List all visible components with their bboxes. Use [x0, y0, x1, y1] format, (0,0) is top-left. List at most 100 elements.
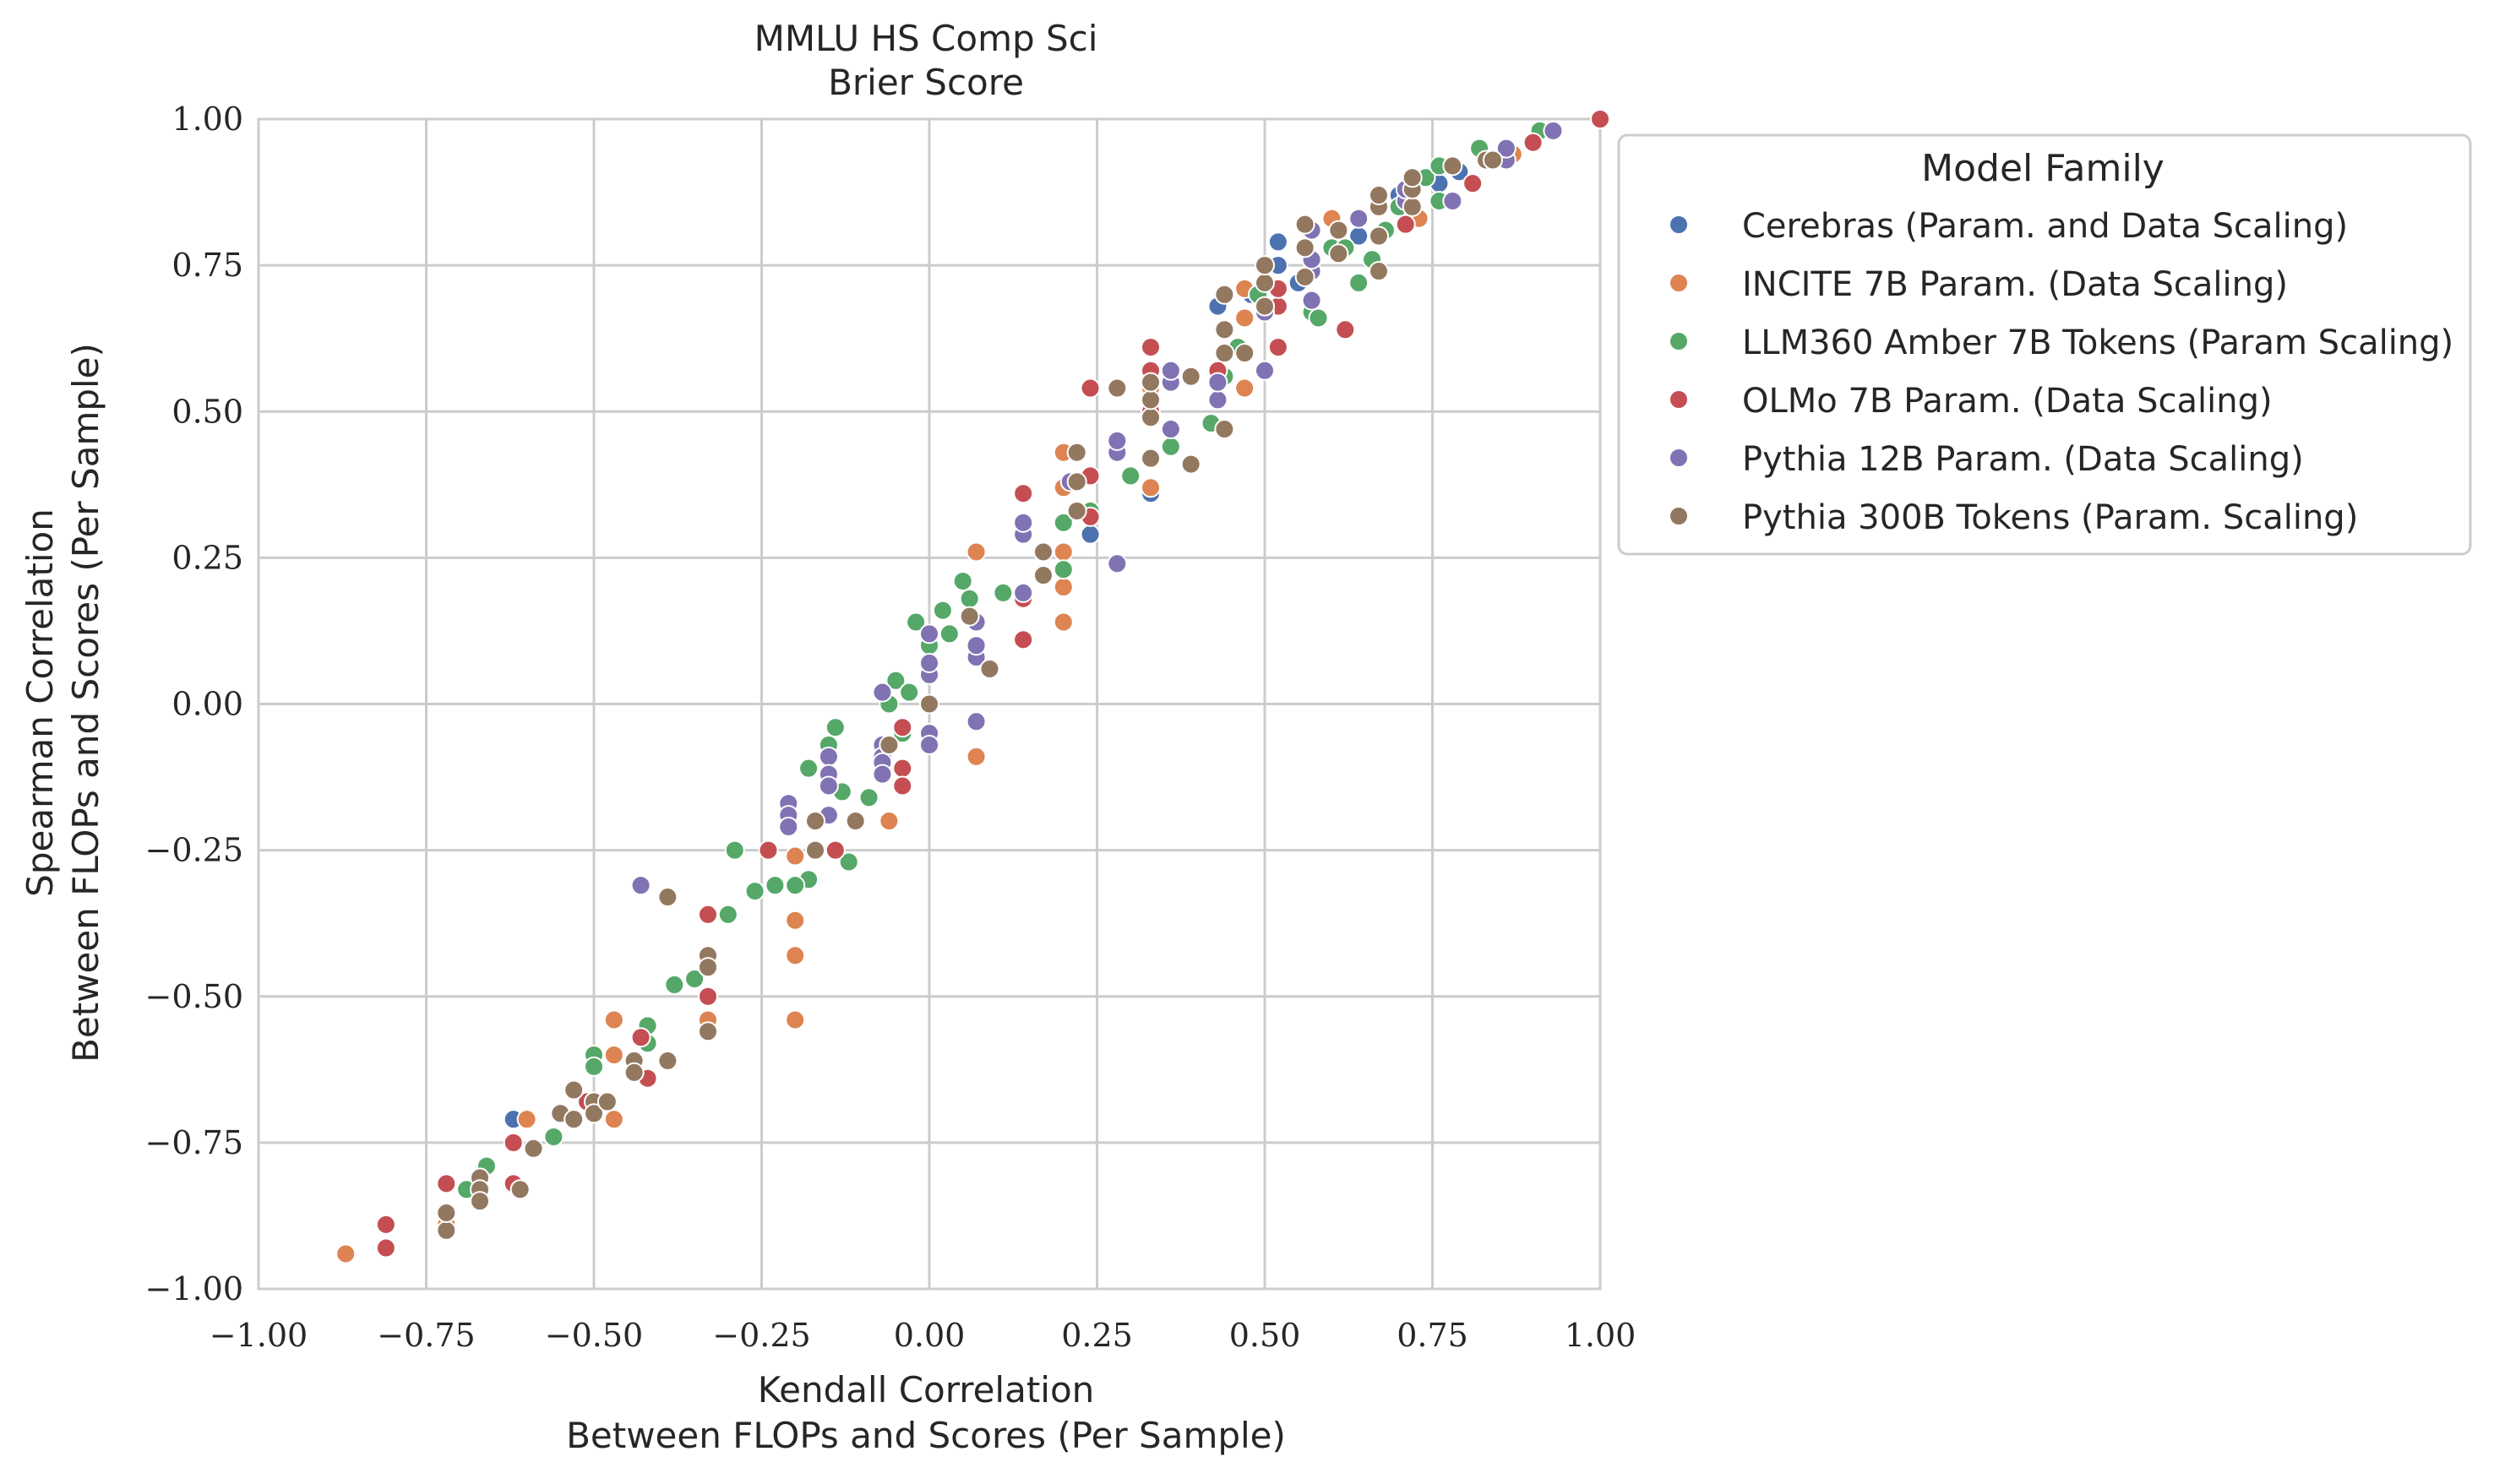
data-point [872, 682, 893, 703]
data-point [778, 816, 799, 837]
data-point [375, 1237, 396, 1258]
data-point [1234, 343, 1255, 363]
data-point [1107, 378, 1128, 399]
legend-title: Model Family [1921, 147, 2165, 190]
y-tick-label: −0.75 [145, 1124, 243, 1161]
data-point [1234, 378, 1255, 399]
data-point [1032, 541, 1054, 563]
data-point [1207, 372, 1228, 393]
x-tick-label: 1.00 [1565, 1317, 1636, 1354]
data-point [1013, 582, 1034, 603]
data-point [1395, 214, 1416, 235]
data-point [1080, 378, 1101, 399]
data-point [1543, 120, 1564, 141]
data-point [1368, 261, 1389, 282]
data-point [785, 875, 806, 896]
data-point [1013, 629, 1034, 650]
data-point [785, 845, 806, 867]
data-point [1308, 307, 1329, 329]
y-tick-label: 0.25 [172, 539, 243, 576]
data-point [470, 1191, 491, 1212]
data-point [1120, 465, 1141, 487]
data-point [966, 541, 987, 563]
data-point [966, 746, 987, 767]
data-point [1267, 337, 1288, 358]
legend: Model Family Cerebras (Param. and Data S… [1617, 133, 2472, 556]
data-point [919, 653, 939, 674]
data-point [879, 734, 900, 755]
data-point [1013, 512, 1034, 533]
data-point [697, 904, 718, 925]
data-point [885, 670, 907, 691]
data-point [1160, 360, 1181, 381]
x-tick-label: 0.50 [1229, 1317, 1301, 1354]
data-point [798, 758, 820, 779]
data-point [979, 658, 1000, 679]
data-point [825, 717, 846, 738]
y-tick-label: −1.00 [145, 1270, 243, 1307]
data-point [1522, 132, 1544, 153]
data-point [1080, 524, 1101, 545]
y-axis-label: Spearman Correlation [19, 508, 61, 897]
legend-marker [1669, 506, 1689, 526]
data-point [584, 1103, 604, 1124]
data-point [657, 887, 678, 908]
series-group [630, 120, 1564, 896]
data-point [765, 875, 786, 896]
data-point [1255, 296, 1275, 317]
data-point [1442, 155, 1463, 177]
series-group [436, 149, 1503, 1241]
data-point [1214, 319, 1235, 340]
data-point [818, 746, 839, 767]
legend-marker [1669, 389, 1689, 410]
data-point [785, 945, 806, 966]
data-point [564, 1109, 585, 1130]
data-point [952, 571, 973, 592]
data-point [872, 764, 893, 785]
data-point [724, 840, 745, 861]
data-point [879, 811, 900, 831]
legend-label: Cerebras (Param. and Data Scaling) [1742, 207, 2348, 246]
data-point [838, 851, 859, 872]
legend-marker [1669, 331, 1689, 351]
data-point [1294, 214, 1315, 235]
data-point [805, 811, 826, 831]
data-point [1053, 512, 1074, 533]
x-tick-label: 0.25 [1061, 1317, 1133, 1354]
y-tick-label: 1.00 [172, 101, 243, 138]
data-point [1255, 255, 1275, 276]
data-point [1053, 612, 1074, 633]
data-point [1141, 448, 1162, 469]
legend-label: OLMo 7B Param. (Data Scaling) [1742, 382, 2273, 421]
legend-label: LLM360 Amber 7B Tokens (Param Scaling) [1742, 323, 2453, 362]
data-point [1141, 477, 1162, 498]
data-point [523, 1138, 544, 1159]
legend-marker [1669, 273, 1689, 293]
legend-items: Cerebras (Param. and Data Scaling) INCITE… [1669, 207, 2453, 537]
data-point [858, 787, 879, 808]
data-point [509, 1179, 531, 1200]
x-tick-label: 0.75 [1397, 1317, 1468, 1354]
data-point [1402, 167, 1423, 188]
data-point [892, 717, 913, 738]
data-point [919, 734, 939, 755]
data-point [1462, 173, 1484, 194]
x-tick-label: −0.75 [377, 1317, 475, 1354]
data-point [1013, 483, 1034, 504]
data-point [1368, 226, 1389, 247]
legend-marker [1669, 448, 1689, 468]
data-point [1066, 471, 1087, 492]
data-point [959, 606, 980, 627]
data-point [664, 974, 685, 995]
x-axis-label-line2: Between FLOPs and Scores (Per Sample) [566, 1415, 1286, 1456]
data-point [1255, 360, 1275, 381]
x-tick-label: −1.00 [210, 1317, 308, 1354]
data-point [1141, 389, 1162, 410]
x-tick-label: −0.25 [712, 1317, 810, 1354]
data-point [805, 840, 826, 861]
data-point [1328, 243, 1349, 264]
data-point [1482, 149, 1503, 171]
legend-label: Pythia 12B Param. (Data Scaling) [1742, 440, 2304, 479]
data-point [564, 1079, 585, 1101]
